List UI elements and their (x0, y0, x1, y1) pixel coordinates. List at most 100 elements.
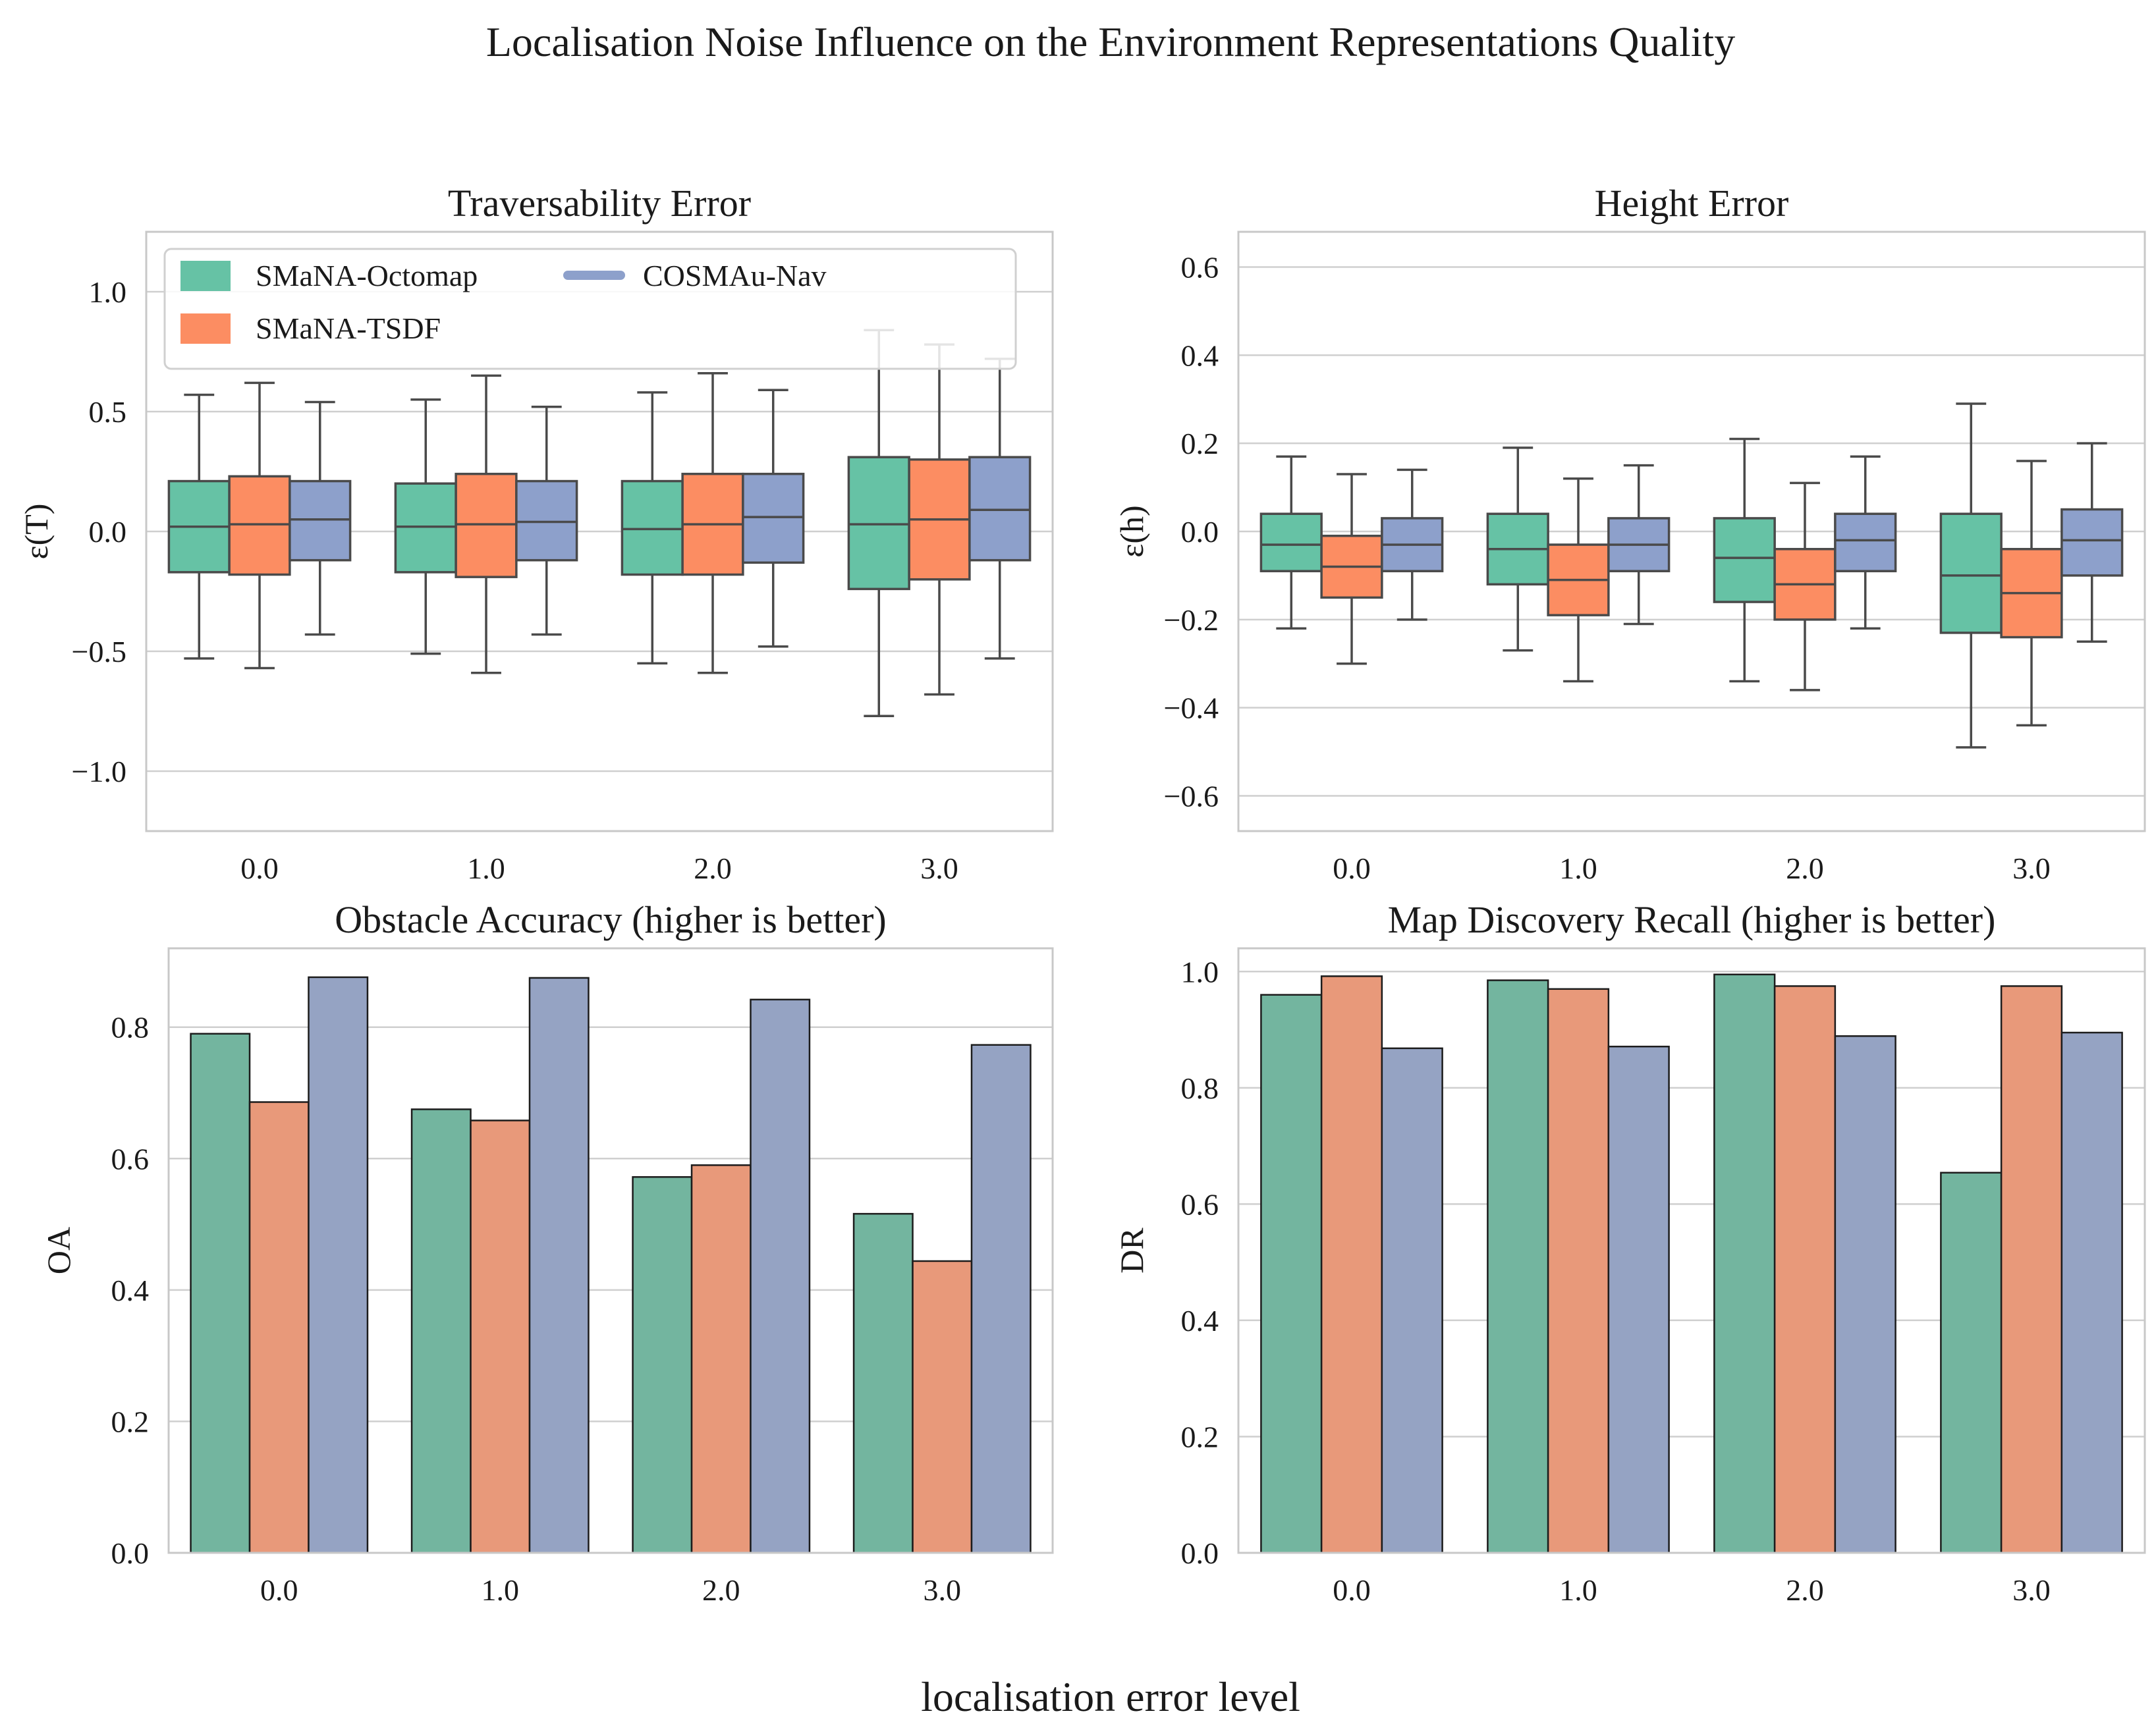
bar (750, 998, 811, 1554)
y-tick-label: 0.4 (111, 1274, 150, 1307)
bar (248, 1101, 310, 1554)
box (394, 482, 457, 574)
bar (2060, 1031, 2123, 1554)
bar (852, 1212, 914, 1554)
series-smana-tsdf (248, 1101, 973, 1554)
x-tick-label: 2.0 (694, 851, 732, 885)
bar (912, 1260, 973, 1554)
bar (1773, 985, 1837, 1554)
series-cosmau-nav (1381, 1031, 2123, 1554)
bar (1940, 1172, 2003, 1554)
y-tick-label: −0.4 (1164, 691, 1219, 725)
y-tick-label: 0.6 (111, 1142, 150, 1176)
legend-label: SMaNA-TSDF (256, 311, 441, 345)
y-tick-label: 0.8 (1181, 1071, 1219, 1105)
chart-height: −0.6 −0.4 −0.2 0.0 0.2 0.4 0.6 0.0 1.0 2.0 3.0 Heig… (1113, 182, 2146, 885)
axes-frame (145, 230, 1054, 832)
y-axis-label: DR (1113, 1228, 1150, 1274)
x-tick-label: 3.0 (920, 851, 958, 885)
bar (632, 1176, 693, 1554)
legend-frame (163, 248, 1017, 370)
bar (1487, 979, 1549, 1554)
bar (308, 976, 369, 1554)
x-tick-label: 0.0 (240, 851, 279, 885)
axes-frame (1237, 230, 2146, 832)
bar (1320, 975, 1383, 1554)
bar (410, 1108, 472, 1554)
legend-entry: COSMAu-Nav (563, 259, 827, 292)
y-axis-label: ε(h) (1113, 505, 1150, 557)
x-tick-label: 2.0 (1786, 851, 1824, 885)
box (968, 456, 1032, 562)
x-tick-label: 2.0 (1786, 1573, 1824, 1607)
x-tick-label: 3.0 (2012, 851, 2051, 885)
box (1834, 512, 1897, 572)
x-tick-label: 2.0 (702, 1573, 740, 1607)
chart-panels: −1.0 −0.5 0.0 0.5 1.0 0.0 1.0 2.0 3.0 Traversabil… (18, 182, 2146, 1607)
box (515, 479, 578, 562)
box (1259, 512, 1323, 572)
box (621, 479, 684, 576)
x-tick-label: 1.0 (482, 1573, 520, 1607)
y-tick-label: 0.4 (1181, 338, 1219, 372)
y-tick-label: 0.5 (89, 395, 127, 429)
series-cosmau-nav (1381, 442, 2124, 643)
figure-xlabel: localisation error level (921, 1673, 1300, 1720)
box (289, 479, 352, 562)
box (847, 456, 910, 591)
series-smana-tsdf (1320, 975, 2063, 1554)
series-cosmau-nav (308, 976, 1032, 1554)
box (2060, 508, 2124, 577)
x-tick-label: 0.0 (1333, 1573, 1371, 1607)
figure-title: Localisation Noise Influence on the Envi… (486, 18, 1735, 65)
legend-entry: SMaNA-Octomap (180, 259, 478, 292)
bar (690, 1164, 752, 1554)
legend-patch-swatch (180, 313, 231, 344)
series-smana-octomap (1259, 402, 2003, 749)
bar (528, 977, 590, 1554)
box (1939, 512, 2003, 634)
bar (1834, 1035, 1896, 1554)
series-smana-tsdf (228, 343, 971, 696)
bar (190, 1033, 251, 1554)
bar (1260, 994, 1323, 1554)
series-cosmau-nav (289, 358, 1032, 660)
x-tick-label: 1.0 (1559, 1573, 1597, 1607)
box (455, 472, 518, 578)
y-tick-label: 0.6 (1181, 1187, 1219, 1221)
y-tick-label: −1.0 (72, 755, 126, 788)
series-smana-octomap (167, 329, 910, 718)
bar (1381, 1047, 1443, 1554)
y-tick-label: 0.0 (89, 515, 127, 549)
legend-label: SMaNA-Octomap (256, 259, 478, 292)
series-smana-octomap (1260, 973, 2003, 1554)
bar (2000, 985, 2063, 1554)
y-tick-label: −0.2 (1164, 603, 1219, 637)
y-tick-label: 0.6 (1181, 251, 1219, 284)
y-tick-label: 1.0 (89, 275, 127, 309)
x-tick-label: 0.0 (1333, 851, 1371, 885)
y-tick-label: 0.2 (1181, 427, 1219, 460)
y-tick-label: 0.0 (1181, 1536, 1219, 1570)
y-tick-label: 0.0 (111, 1536, 150, 1570)
x-tick-label: 1.0 (467, 851, 505, 885)
bar (1607, 1045, 1670, 1554)
box (742, 472, 805, 564)
y-tick-label: −0.5 (72, 635, 126, 668)
chart-title: Obstacle Accuracy (higher is better) (335, 898, 886, 941)
bar (470, 1120, 531, 1554)
chart-map-discovery-recall: 0.0 0.2 0.4 0.6 0.8 1.0 0.0 1.0 2.0 3.0 Map Discov… (1113, 898, 2146, 1607)
box (228, 475, 291, 576)
axes-frame (167, 947, 1054, 1554)
series-smana-tsdf (1320, 460, 2063, 727)
legend-label: COSMAu-Nav (643, 259, 827, 292)
bar (970, 1044, 1032, 1554)
chart-obstacle-accuracy: 0.0 0.2 0.4 0.6 0.8 0.0 1.0 2.0 3.0 Obstacle Accu… (40, 898, 1054, 1607)
y-tick-label: 0.2 (111, 1405, 150, 1438)
y-tick-label: 1.0 (1181, 955, 1219, 988)
x-tick-label: 3.0 (924, 1573, 962, 1607)
chart-traversability: −1.0 −0.5 0.0 0.5 1.0 0.0 1.0 2.0 3.0 Traversabil… (18, 182, 1054, 885)
legend: SMaNA-Octomap SMaNA-TSDF COSMAu-Nav (163, 248, 1017, 370)
y-tick-label: 0.0 (1181, 515, 1219, 549)
